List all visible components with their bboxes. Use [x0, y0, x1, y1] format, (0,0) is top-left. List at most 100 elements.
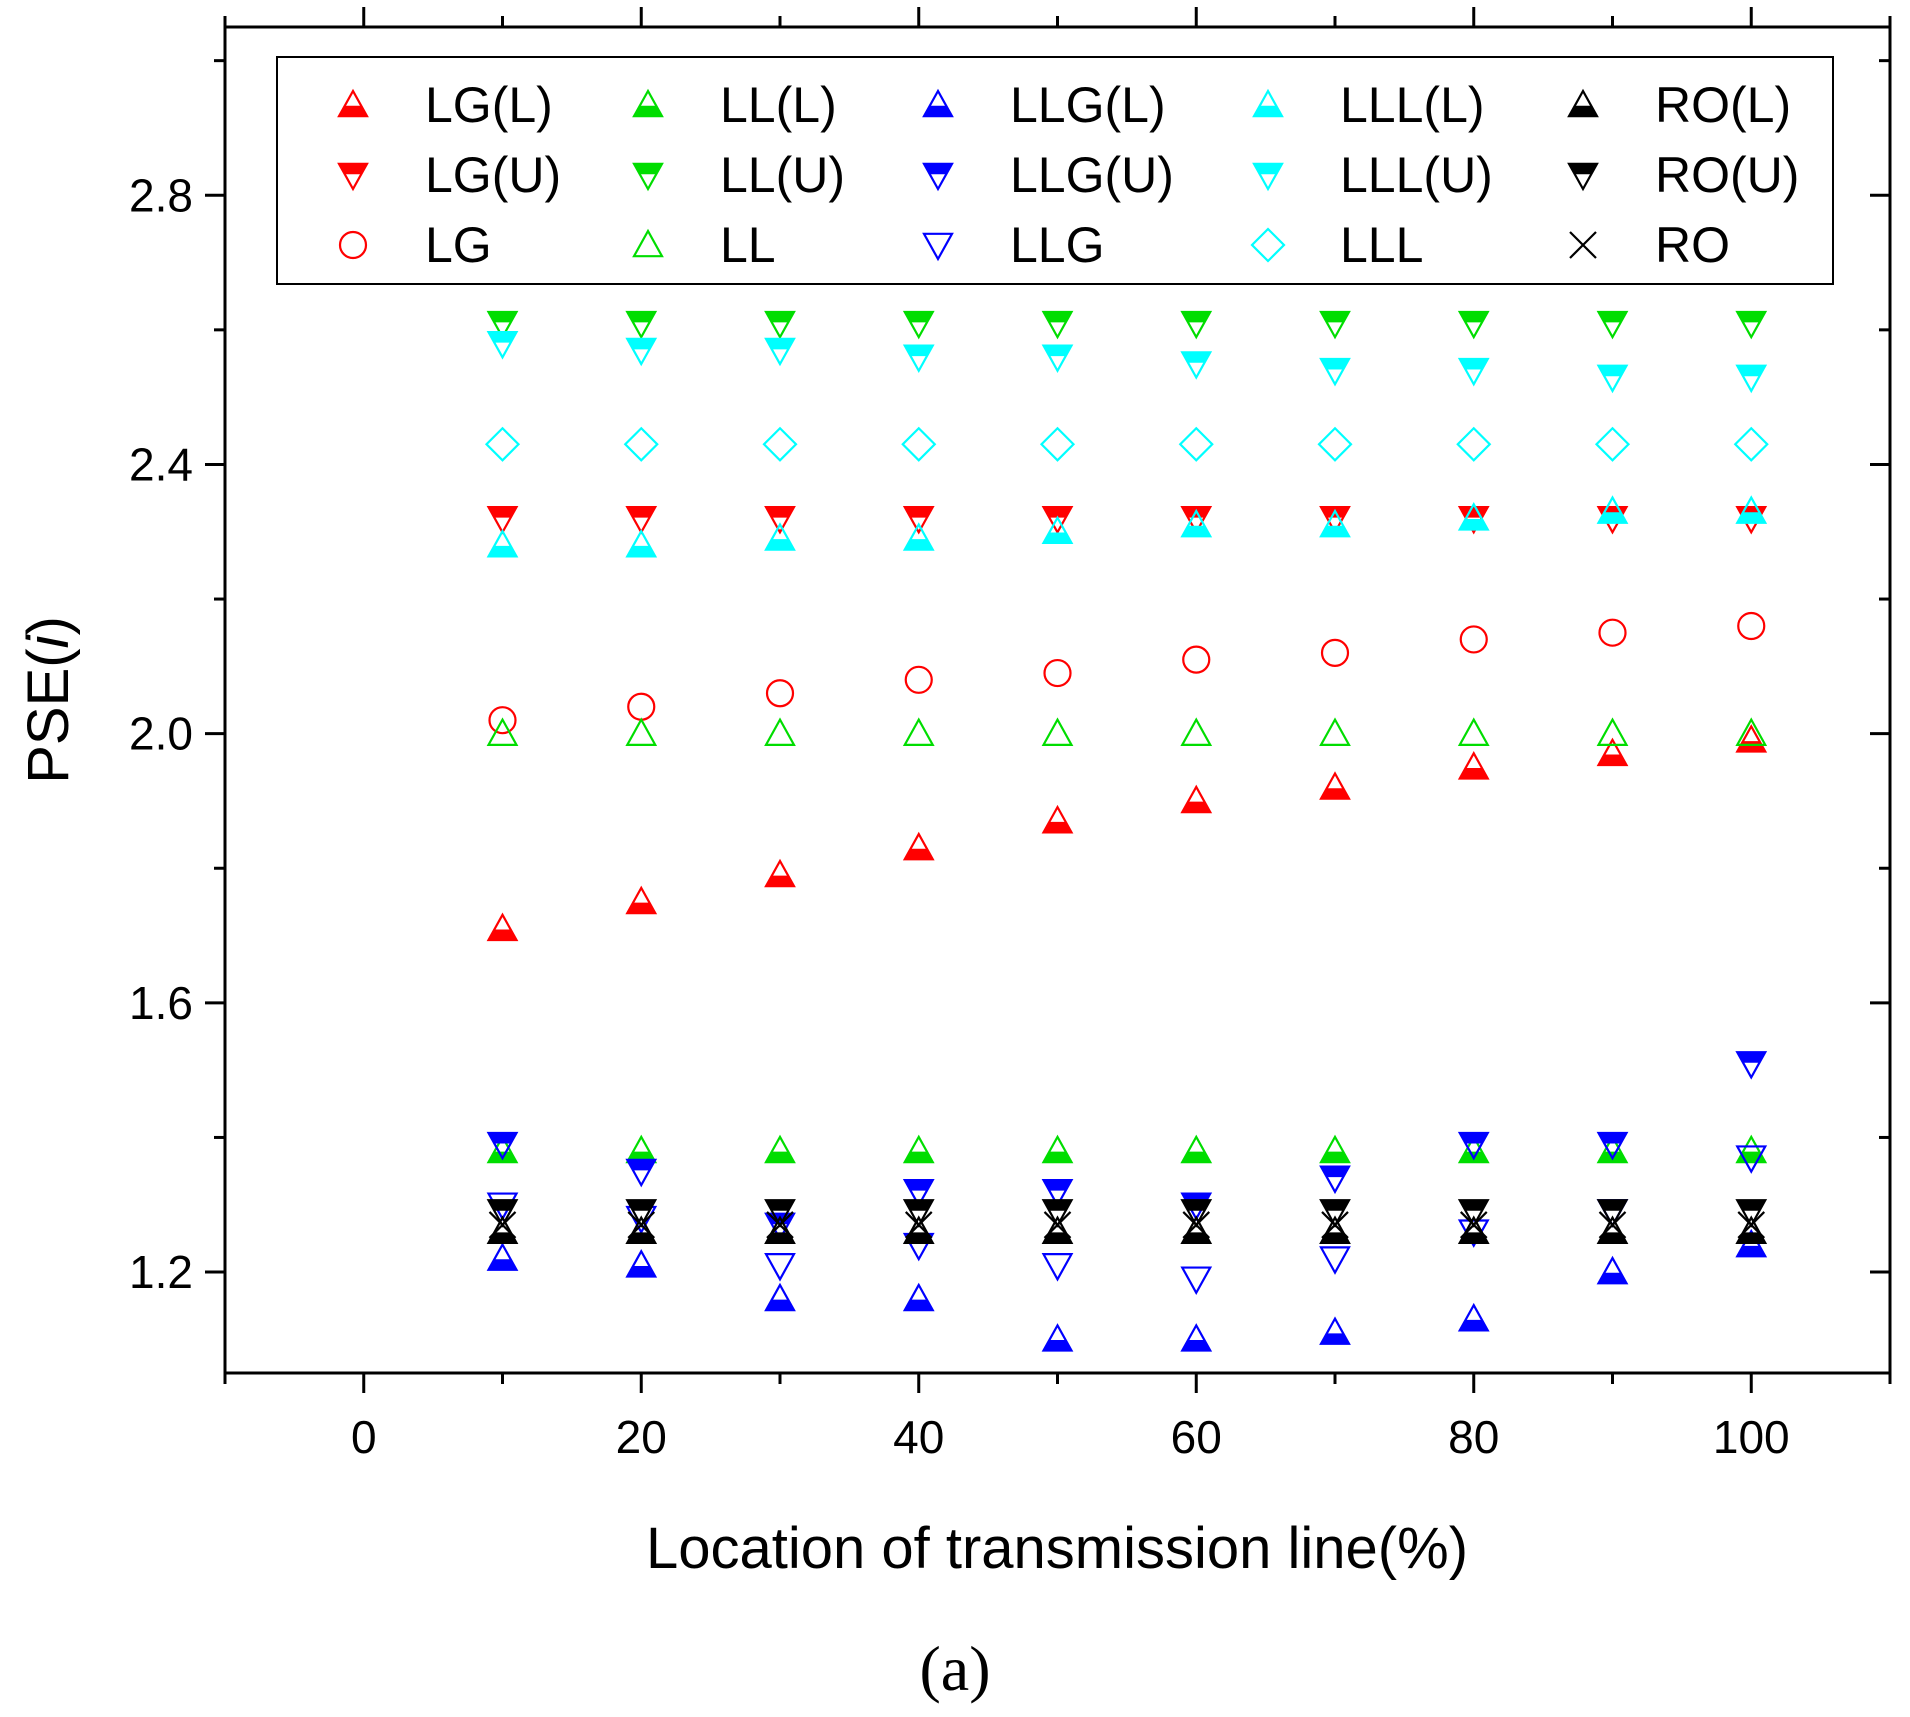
legend-label: RO(L)	[1655, 77, 1791, 133]
data-point	[1596, 1255, 1629, 1285]
data-point	[1457, 1199, 1490, 1228]
data-point	[764, 1215, 796, 1244]
data-point	[488, 706, 517, 735]
data-point	[902, 505, 935, 535]
data-point	[764, 858, 796, 888]
data-point	[1041, 310, 1074, 340]
data-point	[764, 310, 796, 340]
legend-marker	[1567, 162, 1599, 192]
legend-marker	[1252, 88, 1284, 118]
data-point	[1041, 1199, 1074, 1228]
data-point	[486, 331, 519, 360]
legend-item: RO(L)	[1567, 77, 1791, 133]
legend-item: LLL(U)	[1252, 147, 1493, 203]
data-point	[486, 717, 519, 746]
data-point	[486, 1242, 519, 1271]
series-lll-u	[486, 331, 1768, 394]
data-point	[1319, 1246, 1351, 1275]
data-point	[625, 1215, 658, 1244]
data-point	[627, 1211, 656, 1239]
data-point	[1735, 1145, 1768, 1174]
axis-ticks	[205, 7, 1892, 1393]
data-point	[623, 426, 659, 462]
legend-label: LL(L)	[720, 77, 837, 133]
legend-item: LG(L)	[337, 77, 553, 133]
legend-label: LLL(L)	[1340, 77, 1485, 133]
legend-marker	[632, 228, 664, 258]
data-point	[1041, 1323, 1074, 1352]
legend-label: LG(L)	[425, 77, 553, 133]
data-point	[625, 1249, 658, 1278]
data-point	[901, 426, 937, 462]
legend-item: LLG	[922, 217, 1105, 273]
legend-marker	[338, 230, 368, 260]
series-ro-l	[486, 1215, 1768, 1244]
legend-marker	[337, 162, 369, 192]
legend-item: LG(U)	[337, 147, 561, 203]
data-point	[762, 426, 798, 462]
x-tick-label: 60	[1171, 1411, 1222, 1463]
data-point	[486, 310, 519, 340]
data-point	[1319, 357, 1351, 387]
data-point	[1735, 1199, 1768, 1228]
data-point	[1596, 1215, 1629, 1244]
data-point	[1041, 1253, 1074, 1282]
data-point	[1596, 495, 1629, 524]
data-point	[1737, 611, 1766, 641]
data-point	[902, 1282, 935, 1312]
data-point	[902, 522, 935, 551]
legend-item: LLL	[1250, 217, 1423, 273]
data-point	[486, 1131, 519, 1161]
x-tick-label: 100	[1713, 1411, 1790, 1463]
y-tick-label: 1.2	[129, 1246, 193, 1298]
legend-marker	[1252, 162, 1284, 192]
legend-label: LG(U)	[425, 147, 561, 203]
data-point	[765, 679, 795, 708]
data-point	[1457, 1131, 1490, 1161]
legend-label: LLG(L)	[1010, 77, 1166, 133]
series-llg-l	[486, 1228, 1768, 1352]
data-point	[1598, 1211, 1627, 1239]
data-point	[625, 505, 658, 535]
data-point	[902, 1199, 935, 1228]
data-point	[1596, 717, 1629, 746]
data-point	[902, 1215, 935, 1244]
legend-label: LLG	[1010, 217, 1105, 273]
data-point	[1733, 426, 1769, 462]
data-point	[1180, 1266, 1213, 1296]
data-point	[1319, 1165, 1351, 1195]
data-point	[486, 912, 519, 942]
legend-item: LG	[338, 217, 492, 273]
data-point	[625, 310, 658, 340]
data-point	[1041, 1134, 1074, 1164]
data-point	[1457, 357, 1490, 387]
data-point	[1319, 310, 1351, 340]
data-point	[1319, 1316, 1351, 1345]
data-point	[1041, 717, 1074, 746]
data-point	[625, 1134, 658, 1164]
data-point	[1457, 717, 1490, 746]
data-point	[1596, 737, 1629, 767]
data-point	[1317, 426, 1353, 462]
data-point	[1319, 771, 1351, 800]
series-lg	[488, 611, 1766, 735]
legend-item: LL(U)	[632, 147, 845, 203]
data-point	[625, 717, 658, 746]
series-ll-u	[486, 310, 1768, 340]
legend-item: LL(L)	[632, 77, 837, 133]
data-point	[1735, 1051, 1768, 1080]
data-point	[1321, 1211, 1349, 1239]
series-lg-l	[486, 724, 1768, 942]
data-point	[625, 337, 658, 367]
data-point	[1737, 1211, 1766, 1239]
data-point	[1735, 724, 1768, 753]
data-point	[1041, 344, 1074, 374]
data-point	[1180, 351, 1213, 380]
data-point	[1319, 1134, 1351, 1164]
figure-caption: (a)	[919, 1633, 990, 1704]
data-point	[764, 337, 796, 367]
data-point	[1180, 1134, 1213, 1164]
data-point	[1041, 1178, 1074, 1208]
y-tick-label: 2.8	[129, 169, 193, 221]
